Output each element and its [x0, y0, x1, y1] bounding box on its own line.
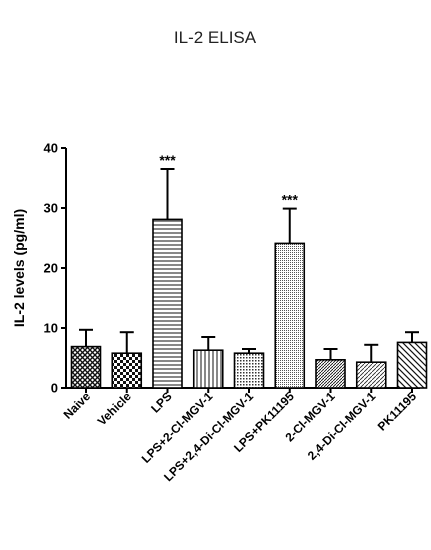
y-tick-label: 30	[44, 201, 58, 216]
bar	[70, 345, 102, 389]
y-tick-label: 10	[44, 321, 58, 336]
x-tick-label: LPS+2-Cl-MGV-1	[139, 389, 216, 466]
bar	[274, 242, 306, 389]
significance-label: ***	[282, 192, 299, 208]
x-tick-label: PK11195	[375, 389, 420, 434]
bar	[111, 352, 143, 389]
x-tick-label: Vehicle	[95, 389, 134, 428]
chart-title: IL-2 ELISA	[174, 28, 257, 47]
x-tick-label: Naive	[61, 389, 94, 422]
bar	[396, 341, 428, 389]
y-tick-label: 20	[44, 261, 58, 276]
bar	[355, 361, 387, 389]
y-tick-label: 0	[51, 381, 58, 396]
y-tick-label: 40	[44, 141, 58, 156]
bar	[315, 358, 346, 389]
significance-label: ***	[159, 152, 176, 168]
bar	[192, 349, 224, 389]
plot-area: 0 10 20 30 40 Naive Vehicle LPS *** LPS+2-Cl-MGV-…	[44, 141, 428, 484]
bar	[233, 352, 265, 389]
y-axis-label: IL-2 levels (pg/ml)	[11, 209, 27, 327]
bar	[152, 218, 183, 389]
x-tick-label: LPS	[148, 389, 174, 415]
